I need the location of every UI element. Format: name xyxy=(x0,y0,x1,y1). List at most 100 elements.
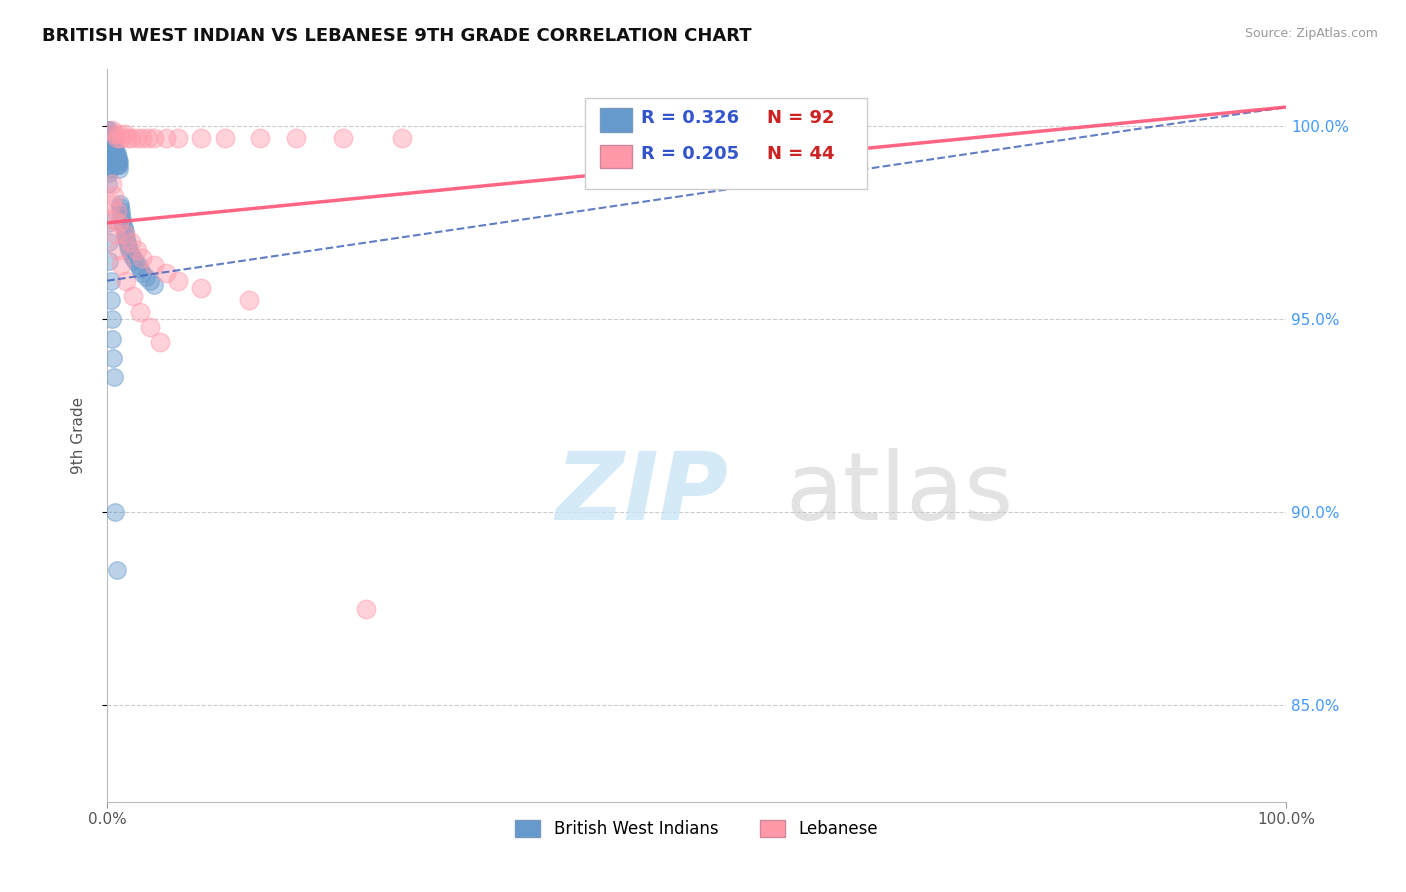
Point xyxy=(190,131,212,145)
Point xyxy=(114,227,136,242)
Text: R = 0.326: R = 0.326 xyxy=(641,109,740,127)
Point xyxy=(125,131,148,145)
Point xyxy=(101,135,124,149)
Point xyxy=(100,150,122,164)
Point xyxy=(149,335,172,350)
Point xyxy=(104,505,127,519)
Point xyxy=(105,204,128,219)
Point xyxy=(115,274,138,288)
Point xyxy=(104,150,127,164)
Point xyxy=(108,158,131,172)
Point xyxy=(131,131,153,145)
Point xyxy=(131,251,153,265)
Point xyxy=(107,150,129,164)
Point xyxy=(143,131,166,145)
Point xyxy=(117,131,139,145)
Text: ZIP: ZIP xyxy=(555,448,728,540)
Point xyxy=(98,150,121,164)
Point xyxy=(103,143,125,157)
Point xyxy=(100,196,122,211)
Point xyxy=(104,154,127,169)
Point xyxy=(108,201,131,215)
Point xyxy=(105,563,128,577)
Point xyxy=(101,212,124,227)
Y-axis label: 9th Grade: 9th Grade xyxy=(72,396,86,474)
Point xyxy=(100,154,122,169)
Point xyxy=(100,274,122,288)
Point xyxy=(332,131,354,145)
Point xyxy=(101,150,124,164)
Point xyxy=(98,135,121,149)
Point xyxy=(108,161,131,176)
Point xyxy=(101,154,124,169)
FancyBboxPatch shape xyxy=(585,98,868,189)
Point xyxy=(138,274,160,288)
Point xyxy=(107,154,129,169)
Point xyxy=(129,304,152,318)
Point xyxy=(100,293,122,307)
Text: N = 44: N = 44 xyxy=(768,145,835,163)
Point xyxy=(101,135,124,149)
FancyBboxPatch shape xyxy=(600,145,631,169)
Point xyxy=(98,127,121,141)
Point xyxy=(98,131,121,145)
Point xyxy=(98,158,121,172)
Point xyxy=(98,123,121,137)
Point xyxy=(122,289,145,303)
Text: N = 92: N = 92 xyxy=(768,109,835,127)
Point xyxy=(105,158,128,172)
Point xyxy=(118,243,141,257)
Point xyxy=(100,146,122,161)
Point xyxy=(110,208,132,222)
Point xyxy=(105,146,128,161)
Point xyxy=(125,243,148,257)
Point xyxy=(115,235,138,249)
Point xyxy=(114,127,136,141)
Point xyxy=(105,154,128,169)
Point xyxy=(97,178,120,192)
Point xyxy=(104,146,127,161)
Point xyxy=(101,351,124,365)
Point xyxy=(98,138,121,153)
Point xyxy=(108,154,131,169)
Text: atlas: atlas xyxy=(785,448,1014,540)
Point xyxy=(98,166,121,180)
Point xyxy=(101,123,124,137)
Point xyxy=(135,269,157,284)
Point xyxy=(101,332,124,346)
Point xyxy=(166,274,188,288)
Point xyxy=(114,227,136,242)
Point xyxy=(131,266,153,280)
Point xyxy=(101,178,124,192)
Point xyxy=(104,227,127,242)
Point xyxy=(129,262,152,277)
Legend: British West Indians, Lebanese: British West Indians, Lebanese xyxy=(509,813,884,845)
Point xyxy=(103,154,125,169)
Point xyxy=(111,216,134,230)
Point xyxy=(103,127,125,141)
Point xyxy=(103,150,125,164)
Point xyxy=(107,243,129,257)
Point xyxy=(110,131,132,145)
Point xyxy=(105,131,128,145)
Point xyxy=(101,143,124,157)
Point xyxy=(101,138,124,153)
Point xyxy=(98,146,121,161)
Point xyxy=(391,131,413,145)
Point xyxy=(120,131,142,145)
Point xyxy=(103,138,125,153)
Point xyxy=(122,251,145,265)
Point xyxy=(98,235,121,249)
Point xyxy=(101,154,124,169)
Point xyxy=(100,143,122,157)
Text: R = 0.205: R = 0.205 xyxy=(641,145,740,163)
Point xyxy=(103,370,125,384)
Point xyxy=(98,254,121,268)
Point xyxy=(115,231,138,245)
Point xyxy=(97,138,120,153)
Point xyxy=(155,131,177,145)
Point xyxy=(214,131,236,145)
Point xyxy=(97,216,120,230)
Point xyxy=(98,143,121,157)
Point xyxy=(111,212,134,227)
